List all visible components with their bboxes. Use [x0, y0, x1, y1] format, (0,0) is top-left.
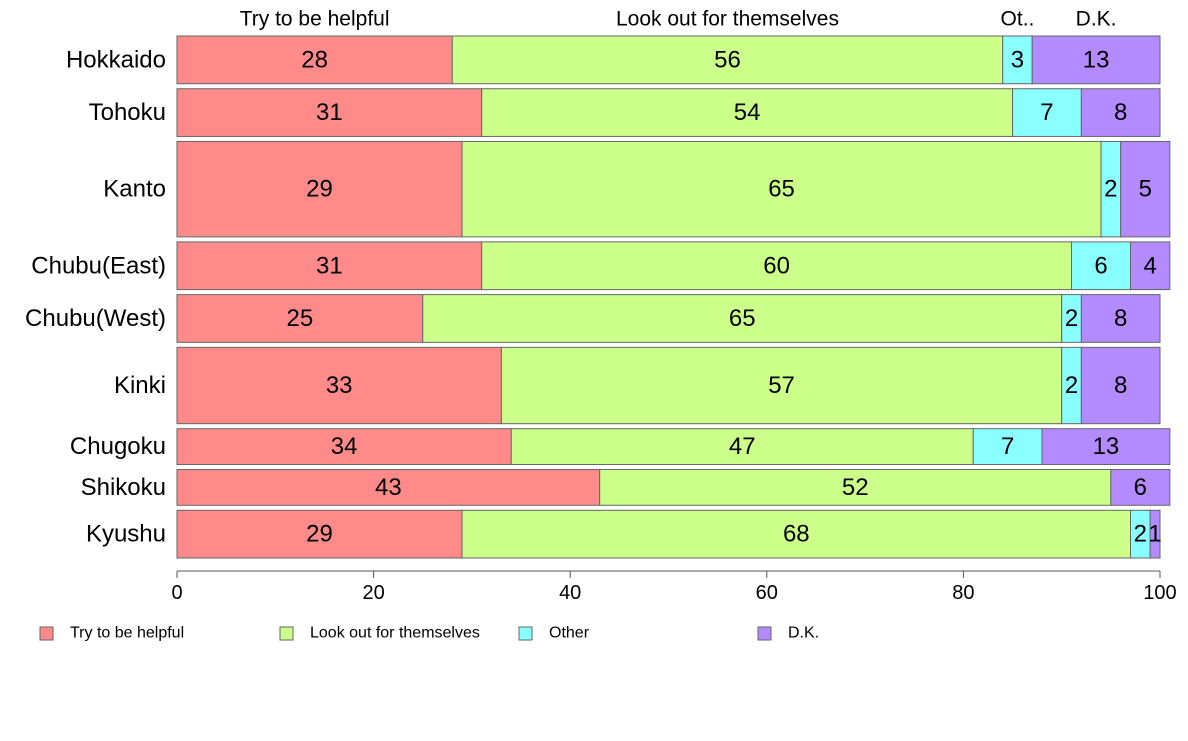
data-label-chubu-west-d-k: 8 — [1114, 305, 1127, 332]
data-label-kyushu-look-out-for-themselves: 68 — [783, 521, 810, 548]
bar-segment-hokkaido-d-k — [1031, 35, 1161, 85]
bar-segment-tohoku-try-to-be-helpful — [176, 88, 483, 137]
bar-segment-chugoku-look-out-for-themselves — [510, 428, 974, 465]
data-label-kinki-other: 2 — [1065, 372, 1078, 399]
legend-swatch-try-to-be-helpful — [39, 626, 54, 641]
data-label-chugoku-look-out-for-themselves: 47 — [729, 433, 756, 460]
bar-segment-chubu-east-d-k — [1130, 241, 1171, 291]
legend-swatch-d-k — [757, 626, 772, 641]
legend-swatch-look-out-for-themselves — [279, 626, 294, 641]
data-label-shikoku-try-to-be-helpful: 43 — [375, 474, 402, 501]
series-top-label-other: Ot.. — [1001, 8, 1035, 31]
bar-segment-shikoku-d-k — [1110, 468, 1171, 506]
bar-segment-hokkaido-try-to-be-helpful — [176, 35, 453, 85]
data-label-kyushu-other: 2 — [1134, 521, 1147, 548]
bar-segment-kyushu-look-out-for-themselves — [461, 509, 1132, 559]
x-tick-label-0: 0 — [171, 582, 182, 604]
category-label-tohoku: Tohoku — [89, 99, 166, 126]
bar-segment-kanto-look-out-for-themselves — [461, 140, 1102, 238]
bar-segment-chugoku-d-k — [1041, 428, 1171, 465]
legend-label-other: Other — [549, 625, 590, 642]
bar-segment-tohoku-other — [1012, 88, 1082, 137]
data-label-chubu-east-d-k: 4 — [1143, 252, 1156, 279]
category-label-chubu-west: Chubu(West) — [25, 305, 166, 332]
bar-segment-kanto-d-k — [1120, 140, 1171, 238]
bar-segment-hokkaido-look-out-for-themselves — [451, 35, 1004, 85]
x-tick-label-80: 80 — [952, 582, 974, 604]
bar-segment-tohoku-d-k — [1080, 88, 1161, 137]
legend-label-look-out-for-themselves: Look out for themselves — [310, 625, 480, 642]
data-label-kyushu-try-to-be-helpful: 29 — [306, 521, 333, 548]
series-top-label-try-to-be-helpful: Try to be helpful — [240, 8, 390, 31]
data-label-shikoku-d-k: 6 — [1134, 474, 1147, 501]
data-label-kanto-other: 2 — [1104, 176, 1117, 203]
data-label-kinki-try-to-be-helpful: 33 — [326, 372, 353, 399]
x-tick-label-100: 100 — [1143, 582, 1176, 604]
series-top-label-d-k: D.K. — [1076, 8, 1117, 31]
bar-segment-chugoku-try-to-be-helpful — [176, 428, 512, 465]
series-top-label-look-out-for-themselves: Look out for themselves — [616, 8, 839, 31]
data-label-tohoku-other: 7 — [1040, 99, 1053, 126]
data-label-kyushu-d-k: 1 — [1148, 521, 1161, 548]
legend-label-d-k: D.K. — [788, 625, 819, 642]
bar-segment-hokkaido-other — [1002, 35, 1033, 85]
data-label-chubu-east-look-out-for-themselves: 60 — [763, 252, 790, 279]
legend-label-try-to-be-helpful: Try to be helpful — [70, 625, 184, 642]
data-label-kinki-d-k: 8 — [1114, 372, 1127, 399]
bar-segment-chubu-west-d-k — [1080, 294, 1161, 343]
bar-segment-chubu-east-other — [1071, 241, 1132, 291]
bar-segment-tohoku-look-out-for-themselves — [481, 88, 1014, 137]
bar-segment-shikoku-try-to-be-helpful — [176, 468, 601, 506]
category-label-chubu-east: Chubu(East) — [31, 252, 166, 279]
bar-segment-chubu-west-try-to-be-helpful — [176, 294, 424, 343]
category-label-shikoku: Shikoku — [81, 474, 166, 501]
data-label-tohoku-look-out-for-themselves: 54 — [734, 99, 761, 126]
category-label-chugoku: Chugoku — [70, 433, 166, 460]
bar-segment-chubu-west-look-out-for-themselves — [422, 294, 1063, 343]
bar-segment-kanto-try-to-be-helpful — [176, 140, 463, 238]
data-label-tohoku-try-to-be-helpful: 31 — [316, 99, 343, 126]
category-label-kanto: Kanto — [103, 176, 166, 203]
data-label-chubu-east-try-to-be-helpful: 31 — [316, 252, 343, 279]
data-label-shikoku-look-out-for-themselves: 52 — [842, 474, 869, 501]
bar-segment-shikoku-look-out-for-themselves — [599, 468, 1112, 506]
bar-segment-chugoku-other — [972, 428, 1043, 465]
data-label-hokkaido-d-k: 13 — [1083, 46, 1110, 73]
category-label-hokkaido: Hokkaido — [66, 46, 166, 73]
category-label-kyushu: Kyushu — [86, 521, 166, 548]
category-label-kinki: Kinki — [114, 372, 166, 399]
bar-segment-chubu-east-look-out-for-themselves — [481, 241, 1073, 291]
data-label-tohoku-d-k: 8 — [1114, 99, 1127, 126]
data-label-kanto-try-to-be-helpful: 29 — [306, 176, 333, 203]
bar-segment-kinki-d-k — [1080, 346, 1161, 425]
data-label-kanto-d-k: 5 — [1139, 176, 1152, 203]
data-label-chubu-west-other: 2 — [1065, 305, 1078, 332]
data-label-hokkaido-other: 3 — [1011, 46, 1024, 73]
legend-swatch-other — [518, 626, 533, 641]
bar-segment-kinki-look-out-for-themselves — [500, 346, 1063, 425]
data-label-hokkaido-try-to-be-helpful: 28 — [301, 46, 328, 73]
bar-segment-chubu-east-try-to-be-helpful — [176, 241, 483, 291]
data-label-kanto-look-out-for-themselves: 65 — [768, 176, 795, 203]
data-label-hokkaido-look-out-for-themselves: 56 — [714, 46, 741, 73]
data-label-chugoku-d-k: 13 — [1093, 433, 1120, 460]
data-label-chugoku-other: 7 — [1001, 433, 1014, 460]
x-tick-label-60: 60 — [756, 582, 778, 604]
data-label-chubu-east-other: 6 — [1094, 252, 1107, 279]
data-label-chugoku-try-to-be-helpful: 34 — [331, 433, 358, 460]
data-label-chubu-west-try-to-be-helpful: 25 — [287, 305, 314, 332]
x-tick-label-20: 20 — [362, 582, 384, 604]
data-label-chubu-west-look-out-for-themselves: 65 — [729, 305, 756, 332]
x-tick-label-40: 40 — [559, 582, 581, 604]
bar-segment-kyushu-d-k — [1149, 509, 1161, 559]
data-label-kinki-look-out-for-themselves: 57 — [768, 372, 795, 399]
